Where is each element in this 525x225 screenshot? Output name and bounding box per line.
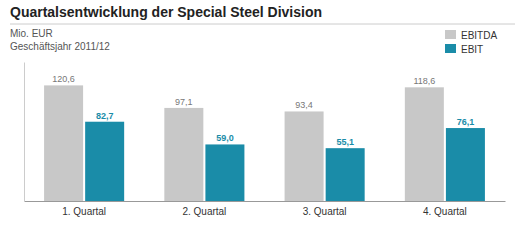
x-tick-label: 3. Quartal xyxy=(303,206,347,217)
data-label: 97,1 xyxy=(175,97,193,107)
bar xyxy=(85,122,124,201)
bar xyxy=(164,108,203,201)
bars xyxy=(44,85,485,201)
title-rule xyxy=(10,24,515,25)
x-tick: 1. Quartal xyxy=(62,201,106,217)
data-label: 82,7 xyxy=(96,111,114,121)
legend-label: EBITDA xyxy=(461,30,497,41)
legend-swatch xyxy=(445,30,456,39)
legend-item: EBITDA xyxy=(445,30,497,41)
data-label: 76,1 xyxy=(457,117,475,127)
y-axis-line xyxy=(24,63,25,202)
x-tick: 3. Quartal xyxy=(303,201,347,217)
x-tick-label: 1. Quartal xyxy=(62,206,106,217)
x-tick-label: 2. Quartal xyxy=(182,206,226,217)
x-axis: 1. Quartal 2. Quartal 3. Quartal 4. Quartal xyxy=(25,201,506,217)
bar xyxy=(405,87,444,201)
chart: Quartalsentwicklung der Special Steel Di… xyxy=(0,0,525,225)
data-label: 55,1 xyxy=(336,137,354,147)
data-label: 120,6 xyxy=(52,74,75,84)
data-label: 93,4 xyxy=(295,100,313,110)
subtitle: Geschäftsjahr 2011/12 xyxy=(10,41,110,52)
bar xyxy=(44,85,83,201)
x-axis-line xyxy=(25,201,506,202)
data-label: 118,6 xyxy=(413,76,435,86)
x-tick-label: 4. Quartal xyxy=(423,206,467,217)
legend-swatch xyxy=(445,44,456,53)
title: Quartalsentwicklung der Special Steel Di… xyxy=(10,4,322,20)
data-labels: 120,6 97,1 93,4 118,6 82,7 59,0 55,1 76,1 xyxy=(52,74,474,147)
bar xyxy=(205,144,244,201)
legend-label: EBIT xyxy=(461,44,483,55)
legend: EBITDA EBIT xyxy=(445,30,497,55)
subtitle: Mio. EUR xyxy=(10,28,53,39)
x-tick: 4. Quartal xyxy=(423,201,467,217)
bar xyxy=(326,148,365,201)
data-label: 59,0 xyxy=(216,133,234,143)
bar xyxy=(285,111,324,201)
legend-item: EBIT xyxy=(445,44,483,55)
plot: 120,6 97,1 93,4 118,6 82,7 59,0 55,1 76,1 1. Qua… xyxy=(25,63,506,218)
x-tick: 2. Quartal xyxy=(182,201,226,217)
y-axis xyxy=(24,63,25,202)
bar xyxy=(446,128,485,201)
